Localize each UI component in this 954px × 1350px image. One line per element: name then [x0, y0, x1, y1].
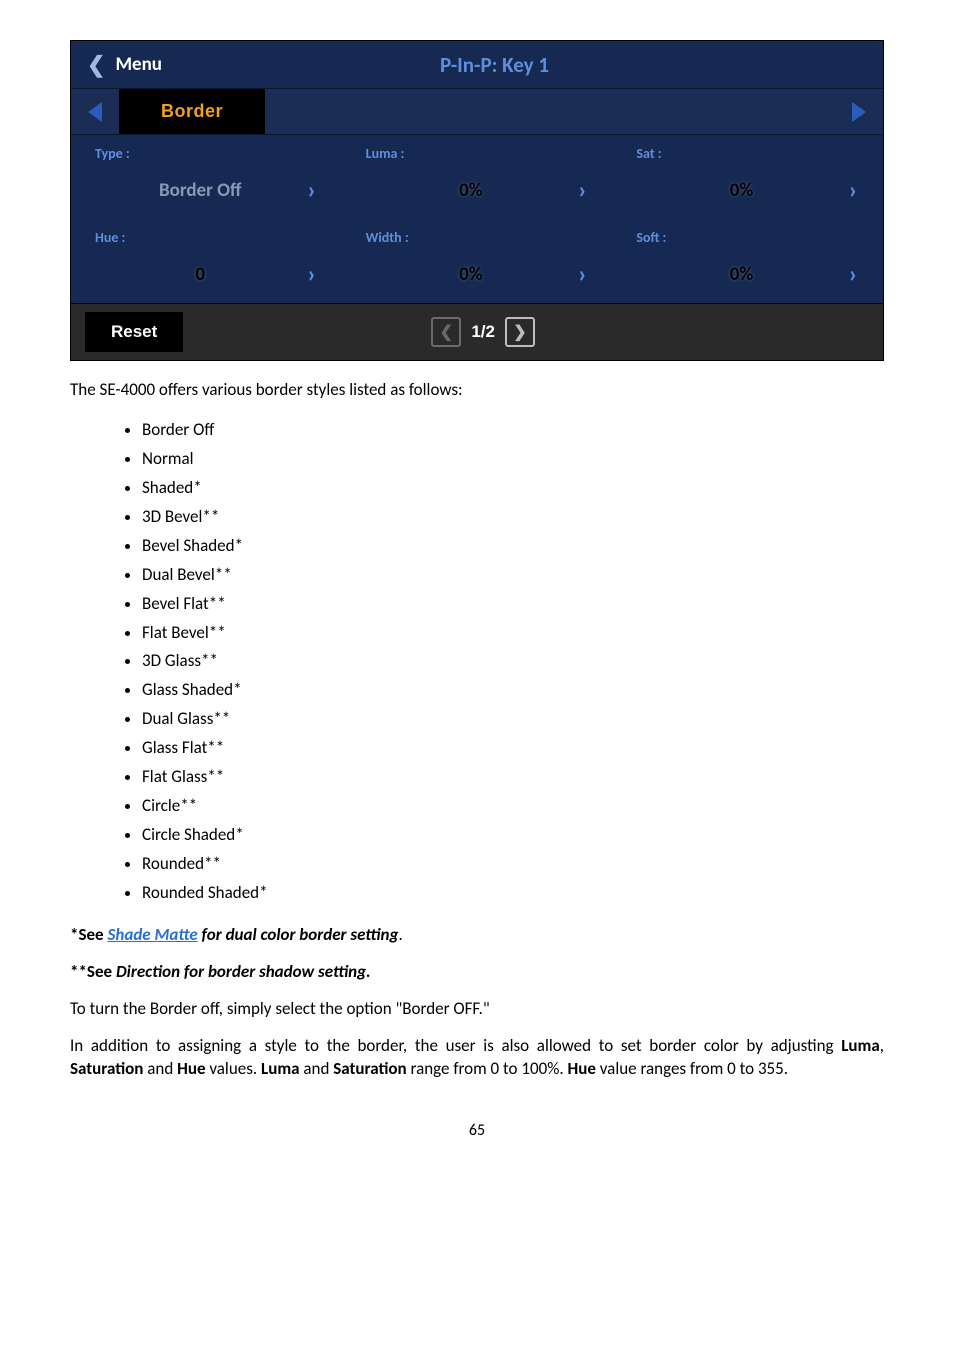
list-item: Bevel Shaded*	[142, 532, 884, 561]
list-item: Flat Glass**	[142, 763, 884, 792]
field-value-row[interactable]: 0% ›	[366, 170, 597, 215]
pinp-key1-menu-panel: ❮ Menu P-In-P: Key 1 Border Type : Borde…	[70, 40, 884, 361]
list-item: Glass Flat**	[142, 734, 884, 763]
field-value: 0%	[642, 263, 840, 286]
field-value: 0	[101, 263, 299, 286]
tab-prev[interactable]	[71, 89, 119, 134]
field-label: Sat :	[636, 145, 867, 162]
border-off-paragraph: To turn the Border off, simply select th…	[70, 998, 884, 1021]
field-label: Hue :	[95, 229, 326, 246]
chevron-right-icon[interactable]: ›	[299, 260, 315, 289]
field-value: 0%	[642, 179, 840, 202]
note-prefix: **See	[70, 961, 116, 982]
field-label: Type :	[95, 145, 326, 162]
chevron-right-icon[interactable]: ›	[570, 260, 586, 289]
chevron-right-icon[interactable]: ›	[841, 176, 857, 205]
chevron-right-icon[interactable]: ›	[841, 260, 857, 289]
triangle-right-icon	[852, 102, 866, 122]
field-value: 0%	[372, 263, 570, 286]
note-direction: **See Direction for border shadow settin…	[70, 961, 884, 984]
fields-grid: Type : Border Off › Luma : 0% › Sat : 0%…	[71, 135, 883, 303]
triangle-left-icon	[88, 102, 102, 122]
list-item: 3D Bevel**	[142, 503, 884, 532]
list-item: Glass Shaded*	[142, 676, 884, 705]
note-prefix: *See	[70, 924, 107, 945]
field-luma: Luma : 0% ›	[342, 135, 613, 219]
list-item: Shaded*	[142, 474, 884, 503]
page-number: 65	[70, 1121, 884, 1140]
intro-paragraph: The SE-4000 offers various border styles…	[70, 379, 884, 402]
list-item: Dual Glass**	[142, 705, 884, 734]
field-value: Border Off	[101, 179, 299, 202]
field-label: Soft :	[636, 229, 867, 246]
chevron-right-icon[interactable]: ›	[570, 176, 586, 205]
page-prev-button[interactable]: ❮	[431, 317, 461, 347]
menu-header: ❮ Menu P-In-P: Key 1	[71, 41, 883, 88]
field-soft: Soft : 0% ›	[612, 219, 883, 303]
pagination: ❮ 1/2 ❯	[183, 317, 783, 347]
shade-matte-link[interactable]: Shade Matte	[107, 924, 197, 945]
field-value-row[interactable]: Border Off ›	[95, 170, 326, 215]
page-next-button[interactable]: ❯	[505, 317, 535, 347]
note-suffix: for dual color border setting	[198, 924, 399, 945]
field-label: Luma :	[366, 145, 597, 162]
list-item: Bevel Flat**	[142, 590, 884, 619]
list-item: Rounded**	[142, 850, 884, 879]
list-item: 3D Glass**	[142, 647, 884, 676]
list-item: Dual Bevel**	[142, 561, 884, 590]
field-value-row[interactable]: 0% ›	[636, 254, 867, 299]
back-label[interactable]: Menu	[115, 53, 162, 76]
list-item: Normal	[142, 445, 884, 474]
border-styles-list: Border OffNormalShaded*3D Bevel**Bevel S…	[70, 416, 884, 908]
field-value-row[interactable]: 0 ›	[95, 254, 326, 299]
field-value-row[interactable]: 0% ›	[366, 254, 597, 299]
note-rest: Direction for border shadow setting.	[116, 961, 371, 982]
color-settings-paragraph: In addition to assigning a style to the …	[70, 1035, 884, 1081]
field-label: Width :	[366, 229, 597, 246]
field-width: Width : 0% ›	[342, 219, 613, 303]
page-indicator: 1/2	[471, 322, 495, 342]
tab-next[interactable]	[835, 89, 883, 134]
tabs-row: Border	[71, 88, 883, 135]
back-chevron-icon[interactable]: ❮	[87, 51, 105, 78]
list-item: Circle**	[142, 792, 884, 821]
list-item: Circle Shaded*	[142, 821, 884, 850]
field-sat: Sat : 0% ›	[612, 135, 883, 219]
chevron-right-icon[interactable]: ›	[299, 176, 315, 205]
document-body: The SE-4000 offers various border styles…	[70, 379, 884, 1081]
tab-blank	[265, 89, 835, 134]
field-type: Type : Border Off ›	[71, 135, 342, 219]
tab-border[interactable]: Border	[119, 89, 265, 134]
field-hue: Hue : 0 ›	[71, 219, 342, 303]
list-item: Flat Bevel**	[142, 619, 884, 648]
list-item: Border Off	[142, 416, 884, 445]
screen-title: P-In-P: Key 1	[162, 52, 827, 78]
field-value-row[interactable]: 0% ›	[636, 170, 867, 215]
list-item: Rounded Shaded*	[142, 879, 884, 908]
menu-footer: Reset ❮ 1/2 ❯	[71, 303, 883, 360]
note-shade-matte: *See Shade Matte for dual color border s…	[70, 924, 884, 947]
field-value: 0%	[372, 179, 570, 202]
reset-button[interactable]: Reset	[85, 312, 183, 352]
